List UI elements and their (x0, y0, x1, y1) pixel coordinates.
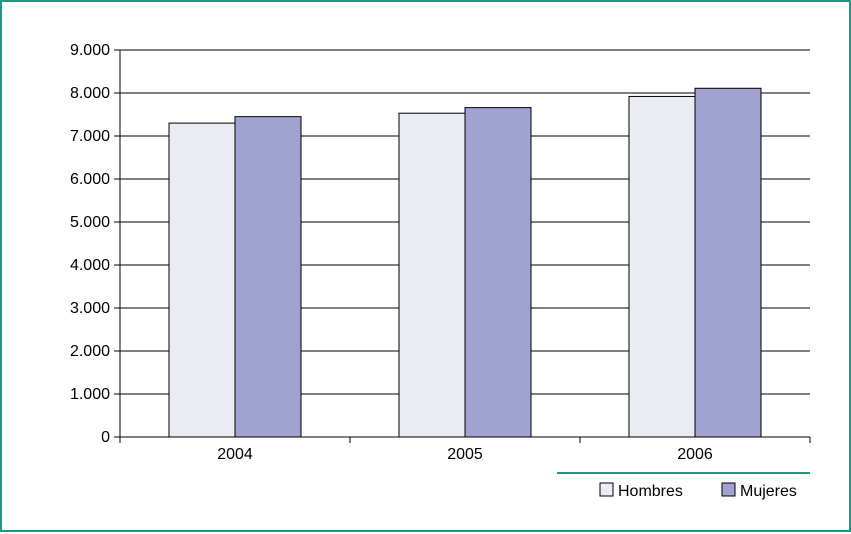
bar-mujeres-2005 (464, 107, 532, 438)
y-tick-label: 3.000 (70, 300, 110, 317)
y-tick-label: 7.000 (70, 128, 110, 145)
y-tick-label: 9.000 (70, 42, 110, 59)
y-tick-label: 8.000 (70, 85, 110, 102)
legend-label-hombres: Hombres (618, 483, 683, 500)
y-tick-label: 0 (101, 429, 110, 446)
y-tick-label: 6.000 (70, 171, 110, 188)
x-axis-ticks: 2004 2005 2006 (119, 437, 811, 463)
legend-swatch-hombres (599, 482, 614, 497)
x-tick-label: 2005 (447, 446, 483, 463)
axes (119, 50, 810, 438)
y-tick-label: 5.000 (70, 214, 110, 231)
bar-hombres-2004 (168, 122, 236, 438)
legend-swatch-mujeres (721, 482, 736, 497)
y-tick-label: 4.000 (70, 257, 110, 274)
y-tick-label: 2.000 (70, 343, 110, 360)
x-tick-label: 2004 (217, 446, 253, 463)
y-axis-ticks: 0 1.000 2.000 3.000 4.000 5.000 6.000 7.000 8.00… (70, 42, 120, 446)
bars (168, 87, 762, 438)
legend-label-mujeres: Mujeres (740, 483, 797, 500)
bar-hombres-2005 (398, 112, 466, 438)
bar-hombres-2006 (628, 95, 696, 438)
bar-mujeres-2004 (234, 116, 302, 438)
legend: Hombres Mujeres (557, 472, 810, 500)
bar-mujeres-2006 (694, 87, 762, 438)
y-tick-label: 1.000 (70, 386, 110, 403)
x-tick-label: 2006 (677, 446, 713, 463)
